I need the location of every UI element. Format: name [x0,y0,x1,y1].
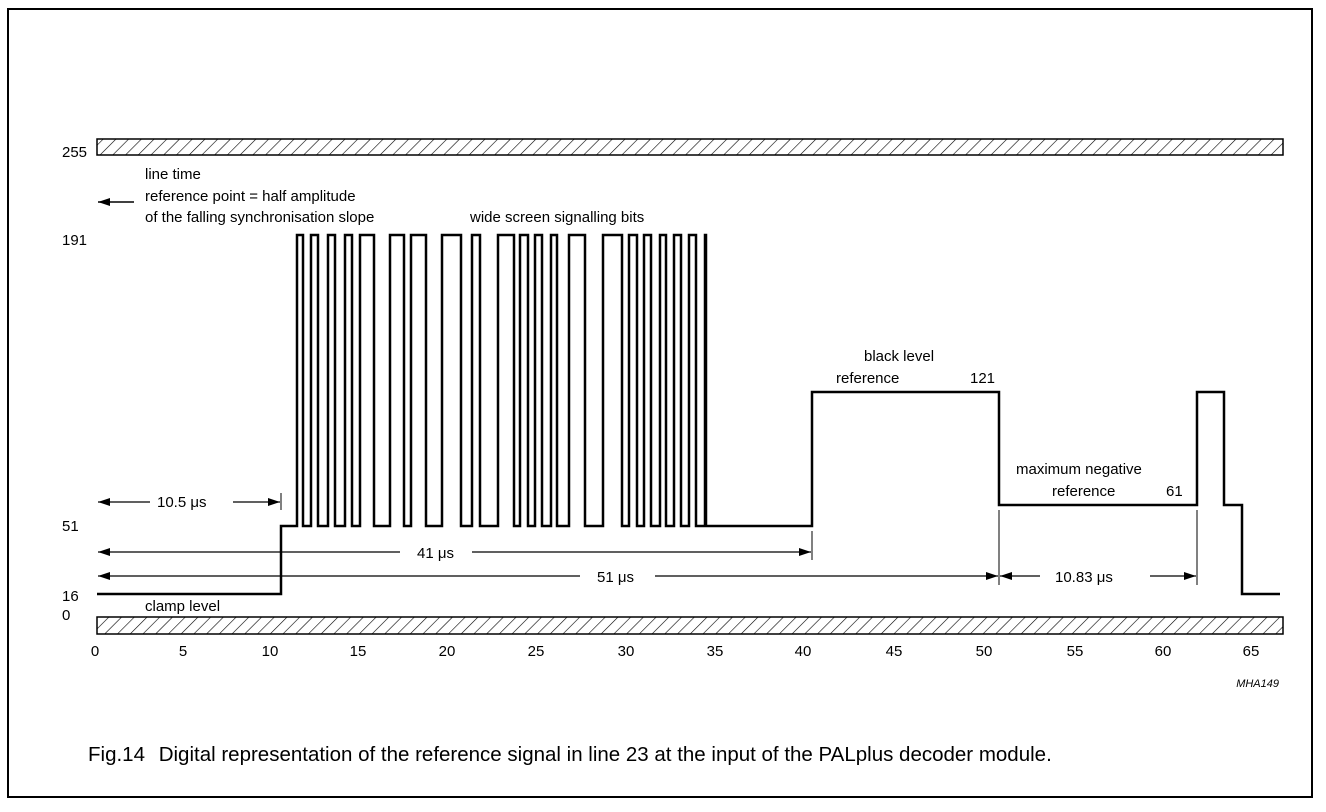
x-tick-15: 15 [350,643,367,660]
x-tick-50: 50 [976,643,993,660]
reference-point-label: reference point = half amplitude [145,188,356,205]
x-tick-30: 30 [618,643,635,660]
dim-10-5-label: 10.5 μs [157,494,207,511]
x-tick-45: 45 [886,643,903,660]
y-label-51: 51 [62,518,79,535]
black-reference-label: reference [836,370,899,387]
y-label-16: 16 [62,588,79,605]
black-level-label: black level [864,348,934,365]
x-tick-55: 55 [1067,643,1084,660]
bottom-hatched-band [96,616,1284,635]
figure-caption: Fig.14 Digital representation of the ref… [88,743,1052,767]
dim-51-label: 51 μs [597,569,634,586]
figure-number: Fig.14 [88,743,145,766]
y-label-191: 191 [62,232,87,249]
x-tick-20: 20 [439,643,456,660]
figure-caption-text: Digital representation of the reference … [158,743,1052,766]
max-negative-label: maximum negative [1016,461,1142,478]
top-hatched-band [96,138,1284,156]
max-neg-value-label: 61 [1166,483,1183,500]
x-tick-65: 65 [1243,643,1260,660]
x-tick-35: 35 [707,643,724,660]
wss-bits-label: wide screen signalling bits [469,209,644,226]
y-label-255: 255 [62,144,87,161]
reference-signal-waveform [97,233,1280,596]
black-value-label: 121 [970,370,995,387]
x-tick-0: 0 [91,643,99,660]
line-time-label: line time [145,166,201,183]
dim-41-label: 41 μs [417,545,454,562]
x-tick-40: 40 [795,643,812,660]
max-neg-reference-label: reference [1052,483,1115,500]
x-tick-60: 60 [1155,643,1172,660]
x-tick-5: 5 [179,643,187,660]
dim-10-83-label: 10.83 μs [1055,569,1113,586]
y-label-0: 0 [62,607,70,624]
falling-slope-label: of the falling synchronisation slope [145,209,374,226]
x-tick-25: 25 [528,643,545,660]
x-tick-10: 10 [262,643,279,660]
figure-code: MHA149 [1236,678,1279,690]
clamp-level-label: clamp level [145,598,220,615]
x-axis-ticks: 0 5 10 15 20 25 30 35 40 45 50 55 60 65 [91,643,1260,660]
